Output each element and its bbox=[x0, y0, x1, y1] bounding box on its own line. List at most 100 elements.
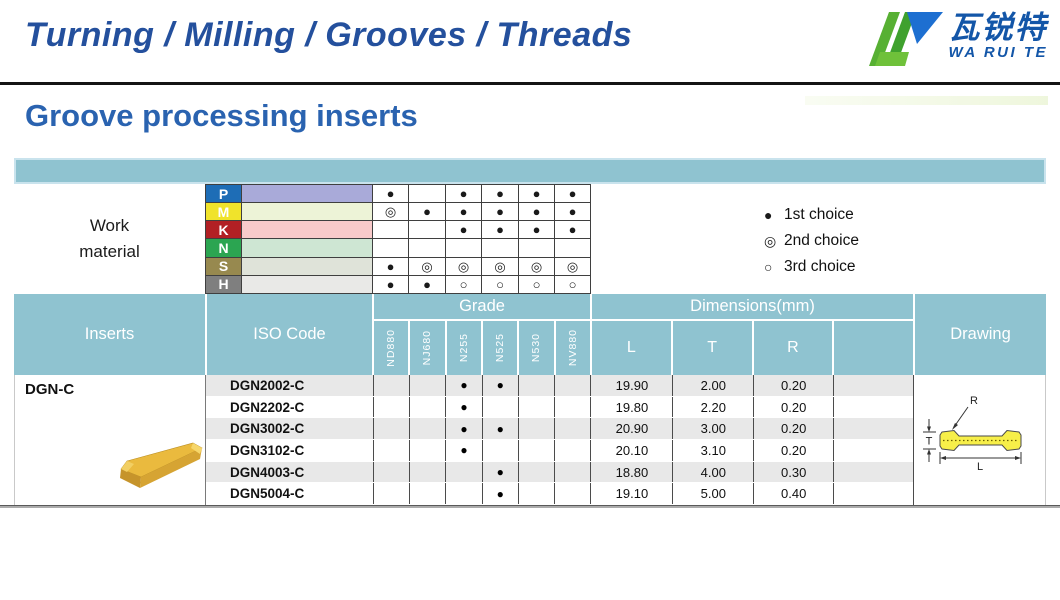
table-row: DGN2202-C ● 19.80 2.20 0.20 bbox=[206, 396, 913, 419]
work-material-section: Work material P ● ● ● ● ● M bbox=[14, 183, 1046, 295]
table-row: DGN2002-C ● ● 19.90 2.00 0.20 bbox=[206, 375, 913, 397]
legend-item-third-choice: ○ 3rd choice bbox=[764, 254, 859, 280]
grade-subheaders: ND880 NJ680 N255 N525 N530 NV880 bbox=[374, 321, 590, 375]
wm-grade-mark: ● bbox=[445, 183, 482, 204]
wm-grade-mark: ● bbox=[518, 220, 555, 240]
dim-L: 19.10 bbox=[590, 483, 672, 505]
wm-grade-mark: ○ bbox=[554, 274, 591, 295]
table-header-row: Inserts ISO Code Grade ND880 NJ680 N255 … bbox=[14, 294, 1046, 375]
grade-column-header: ND880 bbox=[385, 329, 398, 367]
dimensions-group-title: Dimensions(mm) bbox=[592, 294, 913, 321]
grade-mark bbox=[409, 483, 445, 505]
grade-mark bbox=[372, 483, 409, 505]
grade-mark bbox=[372, 440, 409, 461]
grade-mark bbox=[409, 461, 445, 483]
dim-T: 3.00 bbox=[672, 418, 753, 440]
insert-dimension-drawing: R T bbox=[922, 395, 1021, 473]
insert-catalog-table: Work material P ● ● ● ● ● M bbox=[14, 158, 1046, 506]
brand-name-english: WA RUI TE bbox=[948, 44, 1048, 61]
wm-grade-mark: ● bbox=[518, 183, 555, 204]
decorative-accent bbox=[805, 96, 1048, 105]
wm-grade-mark: ● bbox=[372, 274, 409, 295]
dim-blank-cell bbox=[833, 461, 913, 483]
dim-blank-cell bbox=[833, 396, 913, 418]
grade-mark bbox=[517, 375, 554, 396]
column-header-iso-code: ISO Code bbox=[205, 294, 372, 375]
wm-grade-mark bbox=[481, 238, 519, 258]
wm-class-stripe bbox=[241, 220, 373, 240]
dim-blank-cell bbox=[833, 483, 913, 505]
iso-code: DGN3102-C bbox=[230, 442, 305, 458]
grade-mark bbox=[409, 440, 445, 461]
wm-grade-mark: ● bbox=[481, 183, 519, 204]
first-choice-symbol: ● bbox=[764, 207, 773, 223]
iso-code: DGN5004-C bbox=[230, 486, 305, 502]
brand-name-chinese: 瓦锐特 bbox=[948, 10, 1048, 45]
grade-mark bbox=[445, 461, 481, 483]
page-header-title: Turning / Milling / Grooves / Threads bbox=[25, 16, 633, 54]
wm-row-S: S ● ◎ ◎ ◎ ◎ ◎ bbox=[205, 256, 591, 276]
wm-grade-mark: ○ bbox=[481, 274, 519, 295]
wm-grade-mark: ○ bbox=[518, 274, 555, 295]
dim-blank-cell bbox=[833, 418, 913, 440]
wm-class-letter: H bbox=[205, 274, 242, 295]
dim-L: 19.90 bbox=[590, 375, 672, 396]
wm-grade-mark: ● bbox=[554, 220, 591, 240]
dim-T: 2.20 bbox=[672, 396, 753, 418]
iso-code: DGN3002-C bbox=[230, 421, 305, 437]
wm-class-stripe bbox=[241, 183, 373, 204]
legend-item-first-choice: ● 1st choice bbox=[764, 202, 859, 228]
wm-row-H: H ● ● ○ ○ ○ ○ bbox=[205, 274, 591, 295]
grade-column-header: NJ680 bbox=[408, 321, 444, 375]
dim-R: 0.40 bbox=[753, 483, 833, 505]
dim-L: 20.90 bbox=[590, 418, 672, 440]
wm-grade-mark: ○ bbox=[445, 274, 482, 295]
wm-class-letter: K bbox=[205, 220, 242, 240]
section-title: Groove processing inserts bbox=[25, 98, 418, 133]
dim-L: 20.10 bbox=[590, 440, 672, 461]
dim-T: 4.00 bbox=[672, 461, 753, 483]
grade-mark bbox=[372, 396, 409, 418]
grade-mark: ● bbox=[445, 375, 481, 396]
wm-row-N: N bbox=[205, 238, 591, 258]
grade-mark bbox=[554, 483, 590, 505]
brand-logo-icon bbox=[868, 12, 943, 66]
wm-class-letter: P bbox=[205, 183, 242, 204]
grade-mark: ● bbox=[445, 396, 481, 418]
work-material-label: Work material bbox=[14, 184, 205, 294]
wm-grade-mark: ● bbox=[372, 183, 409, 204]
grade-mark bbox=[554, 461, 590, 483]
dim-R: 0.20 bbox=[753, 396, 833, 418]
brand-logo-text: 瓦锐特 WA RUI TE bbox=[948, 10, 1048, 62]
wm-grade-mark: ● bbox=[372, 256, 409, 276]
dim-blank-cell bbox=[833, 375, 913, 396]
third-choice-symbol: ○ bbox=[764, 259, 773, 275]
wm-row-P: P ● ● ● ● ● bbox=[205, 183, 591, 204]
wm-grade-mark: ◎ bbox=[372, 202, 409, 222]
wm-grade-mark: ● bbox=[554, 183, 591, 204]
grade-mark bbox=[481, 396, 518, 418]
inserts-series-cell: DGN-C bbox=[15, 375, 206, 505]
grade-mark bbox=[372, 461, 409, 483]
iso-code: DGN2002-C bbox=[230, 377, 305, 393]
grade-mark bbox=[517, 461, 554, 483]
grade-column-header: N525 bbox=[480, 321, 517, 375]
wm-grade-mark bbox=[372, 220, 409, 240]
grade-mark bbox=[409, 375, 445, 396]
column-header-inserts: Inserts bbox=[84, 325, 135, 343]
dimension-column-header-T: T bbox=[670, 321, 752, 375]
header-divider bbox=[0, 82, 1060, 85]
wm-grade-mark: ● bbox=[408, 202, 446, 222]
wm-row-M: M ◎ ● ● ● ● ● bbox=[205, 202, 591, 222]
work-material-grid: P ● ● ● ● ● M ◎ ● ● ● ● ● bbox=[205, 183, 591, 295]
grade-mark bbox=[372, 375, 409, 396]
drawing-label-L: L bbox=[976, 461, 982, 473]
wm-grade-mark: ◎ bbox=[481, 256, 519, 276]
grade-group-title: Grade bbox=[374, 294, 590, 321]
dimension-column-header-R: R bbox=[751, 321, 833, 375]
dimension-column-header-L: L bbox=[626, 339, 636, 356]
wm-grade-mark: ● bbox=[408, 274, 446, 295]
wm-class-stripe bbox=[241, 274, 373, 295]
series-name: DGN-C bbox=[25, 381, 75, 398]
